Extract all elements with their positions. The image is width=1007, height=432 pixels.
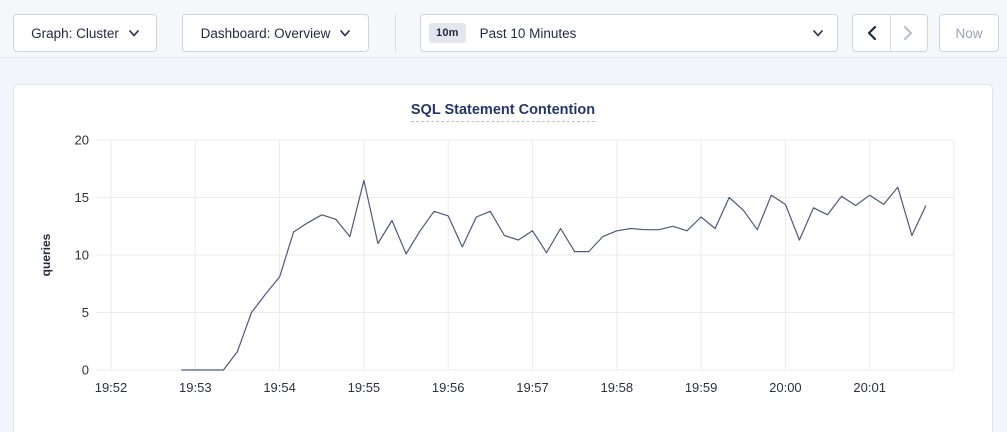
y-tick-label: 15 [75, 190, 89, 205]
chevron-down-icon [813, 29, 823, 36]
now-button-label: Now [955, 25, 983, 41]
chart-title[interactable]: SQL Statement Contention [410, 102, 596, 122]
x-tick-label: 19:58 [601, 380, 634, 395]
time-range-label: Past 10 Minutes [479, 25, 577, 41]
chevron-left-icon [867, 25, 877, 41]
x-tick-label: 19:54 [263, 380, 296, 395]
chevron-down-icon [129, 29, 139, 36]
contention-chart: 0 5 10 15 20 19:52 19:53 19:54 19:55 19:56 19:57 19… [39, 133, 955, 395]
toolbar: Graph: Cluster Dashboard: Overview 10m P… [0, 0, 1007, 58]
time-step-button-group [852, 14, 928, 52]
chart-title-row: SQL Statement Contention [14, 101, 992, 122]
x-tick-label: 20:01 [853, 380, 886, 395]
y-tick-label: 20 [75, 133, 89, 148]
chart-card: 0 5 10 15 20 19:52 19:53 19:54 19:55 19:56 19:57 19… [13, 84, 993, 432]
now-button[interactable]: Now [939, 14, 999, 52]
chevron-down-icon [340, 29, 351, 36]
x-tick-label: 20:00 [769, 380, 802, 395]
time-range-badge: 10m [429, 23, 466, 43]
x-tick-label: 19:53 [179, 380, 212, 395]
graph-dropdown-label: Graph: Cluster [31, 25, 119, 41]
x-tick-label: 19:55 [348, 380, 381, 395]
toolbar-divider [395, 14, 396, 52]
dashboard-dropdown[interactable]: Dashboard: Overview [182, 14, 369, 52]
time-range-selector[interactable]: 10m Past 10 Minutes [420, 14, 838, 52]
chevron-right-icon [904, 25, 913, 41]
y-axis-label: queries [39, 233, 53, 276]
step-back-button[interactable] [853, 15, 890, 51]
x-tick-label: 19:56 [432, 380, 465, 395]
graph-dropdown[interactable]: Graph: Cluster [13, 14, 157, 52]
step-forward-button[interactable] [889, 15, 927, 51]
dashboard-dropdown-label: Dashboard: Overview [200, 25, 331, 41]
series-line [181, 179, 927, 371]
y-tick-label: 0 [82, 363, 89, 378]
y-tick-label: 5 [82, 305, 89, 320]
x-tick-label: 19:52 [95, 380, 128, 395]
y-tick-label: 10 [75, 248, 89, 263]
x-tick-label: 19:57 [516, 380, 549, 395]
x-tick-label: 19:59 [685, 380, 718, 395]
